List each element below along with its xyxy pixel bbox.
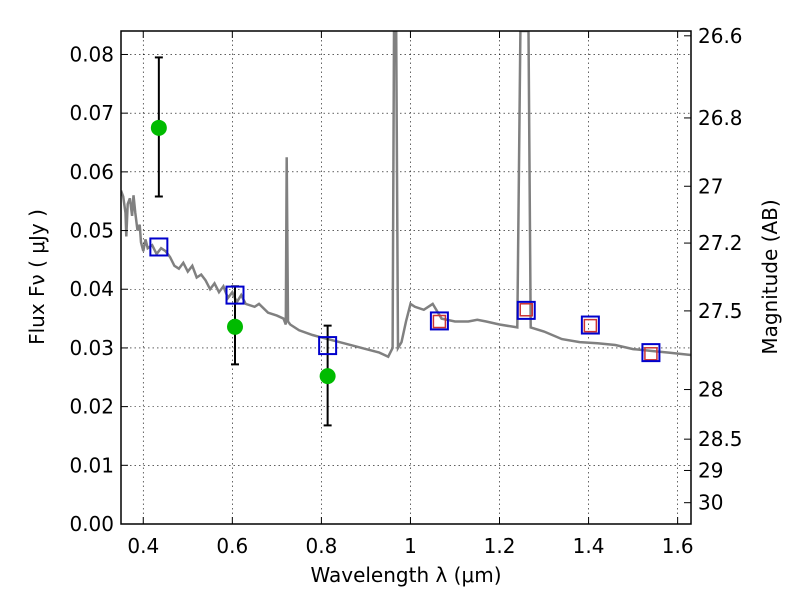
spectrum-series: [121, 31, 691, 359]
right-tick-label: 30: [698, 491, 723, 515]
y-tick-label: 0.08: [69, 42, 114, 66]
right-tick-label: 29: [698, 458, 723, 482]
y-tick-label: 0.01: [69, 453, 114, 477]
y-tick-label: 0.02: [69, 395, 114, 419]
x-axis-ticks: 0.4 0.6 0.8 1 1.2 1.4 1.6: [127, 31, 694, 558]
right-tick-label: 26.8: [698, 106, 743, 130]
right-axis-label: Magnitude (AB): [758, 199, 782, 354]
x-tick-label: 0.4: [127, 534, 159, 558]
y-tick-label: 0.00: [69, 512, 114, 536]
model-point-blue: [149, 237, 169, 257]
observed-point: [227, 318, 243, 335]
model-point-red: [519, 303, 533, 317]
right-tick-label: 26.6: [698, 24, 743, 48]
model-point-blue: [516, 300, 536, 320]
plot-frame: [120, 30, 692, 525]
x-tick-label: 1.6: [662, 534, 694, 558]
y-tick-label: 0.06: [69, 160, 114, 184]
model-point-blue: [641, 343, 661, 363]
x-tick-label: 1.2: [484, 534, 516, 558]
model-point-red: [583, 318, 598, 333]
right-tick-label: 27.5: [698, 299, 743, 323]
right-tick-label: 28: [698, 378, 723, 402]
model-point-blue: [318, 336, 338, 356]
x-tick-label: 0.6: [216, 534, 248, 558]
model-point-blue: [225, 285, 245, 305]
y-tick-label: 0.05: [69, 219, 114, 243]
spectrum-line: [121, 31, 691, 359]
x-axis-label: Wavelength λ (μm): [310, 563, 501, 587]
y-axis-ticks: 0.00 0.01 0.02 0.03 0.04 0.05 0.06 0.07 0.08: [69, 42, 128, 536]
model-point-red: [644, 347, 658, 361]
model-point-red: [432, 314, 447, 329]
right-tick-label: 27: [698, 174, 723, 198]
right-tick-label: 27.2: [698, 231, 743, 255]
model-point-blue: [580, 315, 600, 335]
y-tick-label: 0.03: [69, 336, 114, 360]
observed-point: [150, 119, 167, 136]
x-tick-label: 1: [404, 534, 417, 558]
y-tick-label: 0.04: [69, 277, 114, 301]
observed-point: [319, 368, 336, 385]
x-tick-label: 0.8: [305, 534, 337, 558]
right-axis-ticks: 26.6 26.8 27 27.2 27.5 28 28.5 29 30: [684, 24, 743, 515]
model-point-blue: [429, 311, 449, 331]
grid: [121, 31, 691, 525]
data-points: [149, 56, 661, 427]
y-axis-label: Flux Fν ( μJy ): [25, 209, 49, 345]
right-tick-label: 28.5: [698, 427, 743, 451]
y-tick-label: 0.07: [69, 101, 114, 125]
x-tick-label: 1.4: [573, 534, 605, 558]
